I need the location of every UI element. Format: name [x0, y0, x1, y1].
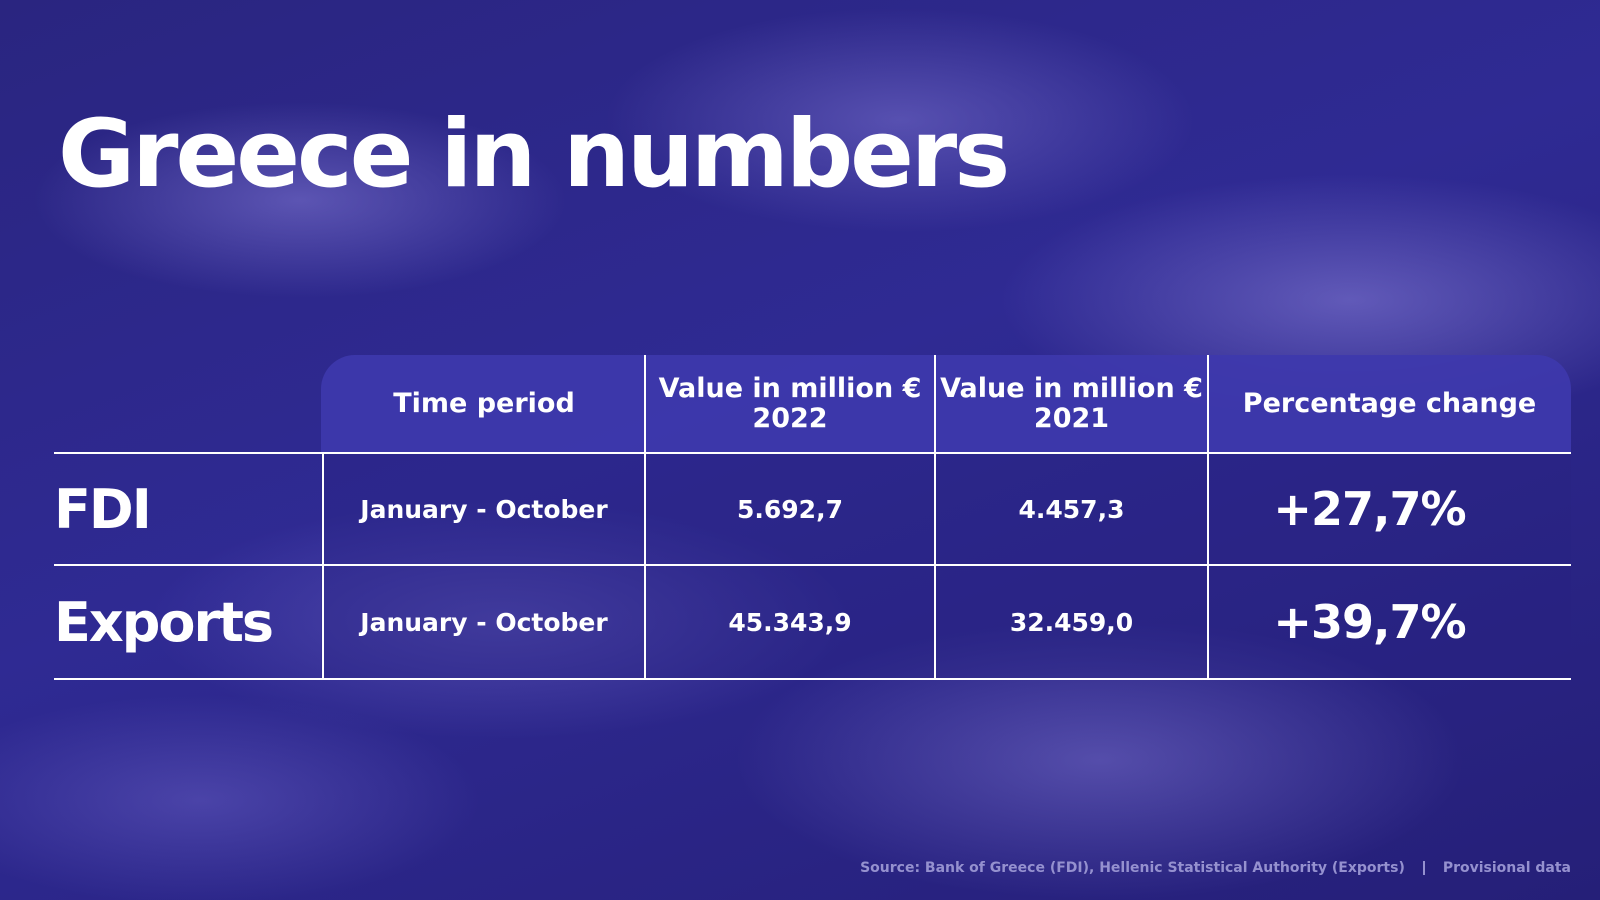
source: Source: Bank of Greece (FDI), Hellenic S…: [860, 860, 1405, 876]
table-cell: 4.457,3: [1018, 494, 1125, 524]
header-year: 2021: [1033, 403, 1110, 434]
separator: [1422, 861, 1425, 875]
table-cell: January - October: [360, 494, 608, 524]
column-rule: [322, 453, 324, 679]
header-label: Value in million €: [658, 373, 922, 404]
column-header: Percentage change: [1208, 355, 1571, 453]
column-header: Time period: [323, 355, 645, 453]
column-header: Value in million €2021: [935, 355, 1208, 453]
table-cell: 5.692,7: [737, 494, 843, 524]
header-band: [321, 355, 1571, 453]
header-label: Value in million €: [940, 373, 1203, 404]
table-cell: 32.459,0: [1009, 607, 1134, 637]
row-background: [321, 453, 1571, 565]
row-rule: [54, 678, 1571, 680]
row-rule: [54, 564, 1571, 566]
header-label: Percentage change: [1242, 388, 1537, 419]
header-label: Time period: [393, 388, 575, 419]
column-rule: [644, 355, 646, 679]
row-background: [321, 565, 1571, 679]
column-rule: [934, 355, 936, 679]
row-rule: [54, 452, 1571, 454]
title: Greece in numbers: [58, 100, 1010, 209]
note: Provisional data: [1442, 860, 1571, 876]
percent-change: +39,7%: [1273, 595, 1466, 649]
column-header: Value in million €2022: [645, 355, 935, 453]
row-label: Exports: [54, 590, 274, 654]
header-year: 2022: [752, 403, 828, 434]
footer: Source: Bank of Greece (FDI), Hellenic S…: [860, 860, 1571, 876]
table-cell: 45.343,9: [728, 607, 852, 637]
percent-change: +27,7%: [1273, 482, 1466, 536]
table-cell: January - October: [360, 607, 608, 637]
column-rule: [1207, 355, 1209, 679]
row-label: FDI: [54, 477, 152, 541]
